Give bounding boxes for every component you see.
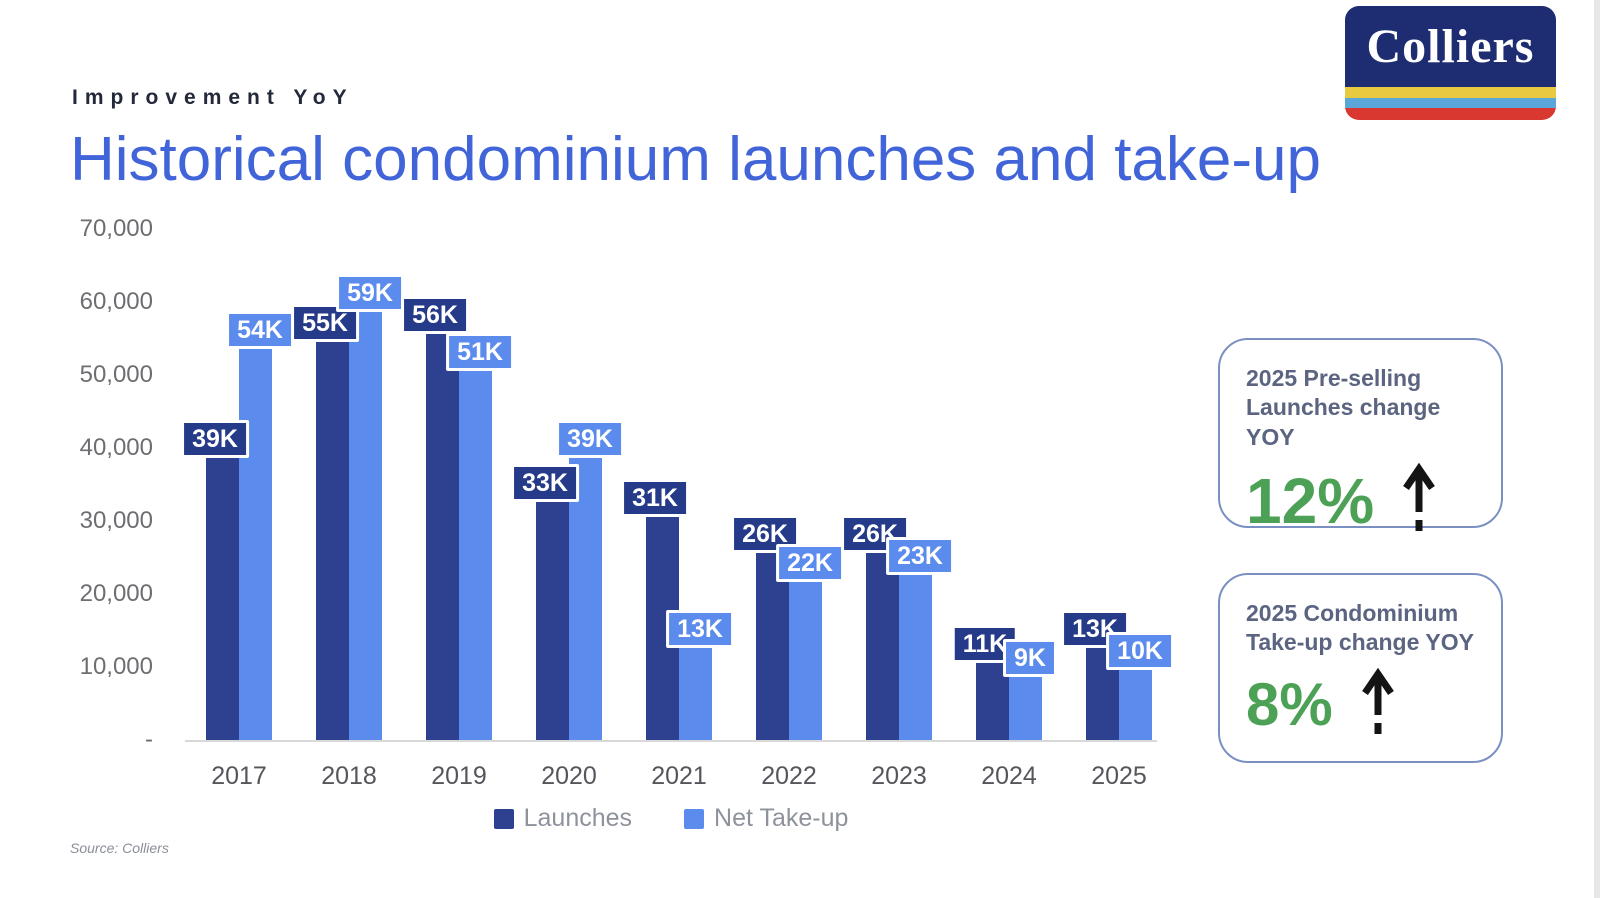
x-axis-category: 2019 (431, 762, 487, 790)
logo-stripe-blue (1345, 98, 1556, 108)
bar-net-take-up (459, 367, 492, 740)
callout-take-up-value: 8% (1246, 670, 1333, 738)
bar-label-net-take-up: 23K (886, 537, 954, 576)
y-axis-tick: 20,000 (79, 580, 153, 607)
bar-net-take-up (1119, 667, 1152, 740)
y-axis-tick: 70,000 (79, 215, 153, 242)
bar-launches (426, 331, 459, 740)
bar-launches (316, 338, 349, 740)
callout-launches-value: 12% (1246, 465, 1375, 538)
logo-stripe-yellow (1345, 87, 1556, 98)
bar-label-net-take-up: 10K (1106, 632, 1174, 670)
x-axis-category: 2021 (651, 762, 707, 790)
bar-launches (206, 455, 239, 740)
bar-net-take-up (569, 455, 602, 740)
x-axis-category: 2024 (981, 762, 1037, 790)
legend-label-launches: Launches (523, 804, 633, 832)
bar-label-net-take-up: 59K (336, 274, 404, 313)
bar-net-take-up (899, 572, 932, 740)
bar-label-net-take-up: 22K (776, 544, 844, 583)
callout-take-up-change: 2025 Condominium Take-up change YOY 8% (1218, 573, 1503, 763)
kicker-text: Improvement YoY (72, 86, 354, 109)
bar-label-launches: 55K (291, 303, 359, 342)
bar-net-take-up (789, 579, 822, 740)
bar-label-launches: 39K (181, 420, 249, 459)
y-axis-tick: 30,000 (79, 507, 153, 534)
y-axis-tick: 60,000 (79, 288, 153, 315)
x-axis-category: 2017 (211, 762, 267, 790)
bar-label-net-take-up: 9K (1003, 639, 1057, 678)
callout-launches-title: 2025 Pre-selling Launches change YOY (1246, 365, 1441, 450)
bar-label-net-take-up: 39K (556, 420, 624, 459)
bar-label-launches: 33K (511, 464, 579, 503)
legend-item-net-take-up: Net Take-up (684, 804, 848, 833)
page-title: Historical condominium launches and take… (70, 125, 1321, 194)
x-axis-category: 2023 (871, 762, 927, 790)
callout-take-up-title: 2025 Condominium Take-up change YOY (1246, 600, 1474, 656)
legend-swatch-launches (493, 808, 514, 829)
bar-net-take-up (349, 309, 382, 740)
source-note: Source: Colliers (70, 840, 169, 856)
bar-launches (536, 499, 569, 740)
bar-label-net-take-up: 54K (226, 310, 294, 349)
legend-item-launches: Launches (493, 804, 633, 833)
colliers-logo-navy: Colliers (1345, 6, 1556, 87)
y-axis-tick: 10,000 (79, 653, 153, 680)
x-axis-category: 2025 (1091, 762, 1147, 790)
logo-stripe-red (1345, 108, 1556, 120)
chart-legend: Launches Net Take-up (185, 804, 1157, 833)
x-axis-line (185, 740, 1157, 742)
bar-label-net-take-up: 51K (446, 332, 514, 371)
bar-label-launches: 31K (621, 478, 689, 517)
bar-launches (866, 550, 899, 740)
bar-net-take-up (679, 645, 712, 740)
callout-launches-change: 2025 Pre-selling Launches change YOY 12% (1218, 338, 1503, 537)
y-axis-tick: - (145, 726, 153, 753)
legend-label-net-take-up: Net Take-up (714, 804, 849, 832)
window-edge (1594, 0, 1600, 898)
y-axis-tick: 50,000 (79, 361, 153, 388)
bar-label-net-take-up: 13K (666, 610, 734, 649)
x-axis-category: 2022 (761, 762, 817, 790)
colliers-logo-text: Colliers (1366, 20, 1535, 73)
x-axis-category: 2020 (541, 762, 597, 790)
x-axis-category: 2018 (321, 762, 377, 790)
bar-net-take-up (239, 345, 272, 740)
up-arrow-icon (1403, 463, 1435, 537)
up-arrow-icon (1361, 667, 1394, 739)
legend-swatch-net-take-up (684, 808, 705, 829)
bar-net-take-up (1009, 674, 1042, 740)
colliers-logo: Colliers (1345, 6, 1556, 120)
y-axis-tick: 40,000 (79, 434, 153, 461)
bar-label-launches: 56K (401, 296, 469, 335)
